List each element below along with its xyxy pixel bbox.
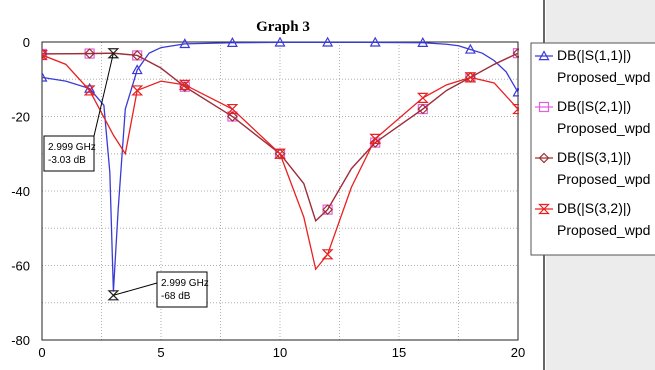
y-tick-label: -40 [11,184,30,199]
data-point-diamond [538,152,550,164]
data-point-triangle [131,64,143,75]
legend-series-source: Proposed_wpd [557,222,650,238]
marker-value: -68 dB [161,291,191,302]
data-point-hourglass [83,85,96,96]
data-point-hourglass [42,49,48,61]
data-point-triangle [322,36,334,47]
data-point-triangle [464,43,476,54]
marker-label-box [156,271,208,308]
marker-leader-line [113,282,158,296]
y-tick-label: -20 [11,110,30,125]
y-tick-label: 0 [23,35,30,50]
data-point-hourglass [178,79,191,90]
legend-entry-1[interactable]: DB(|S(1,1)|) Proposed_wpd [535,47,650,85]
data-point-diamond [227,111,238,122]
data-point-hourglass [464,72,477,83]
data-point-triangle [226,37,238,47]
legend-box [530,42,655,256]
marker-frequency: 2.999 GHz [161,278,209,289]
series-layer [42,36,519,292]
legend-entry-3[interactable]: DB(|S(3,1)|) Proposed_wpd [535,149,650,187]
marker-frequency: 2.999 GHz [48,142,96,153]
data-point-hourglass [131,85,144,96]
data-point-triangle [512,86,519,97]
data-point-diamond [131,50,143,61]
x-tick-label: 5 [157,345,164,360]
legend-entry-4[interactable]: DB(|S(3,2)|) Proposed_wpd [535,200,650,238]
marker-leader-line [93,53,114,137]
data-point-diamond [322,204,333,215]
data-point-diamond [84,48,95,59]
legend[interactable]: DB(|S(1,1)|) Proposed_wpd DB(|S(2,1)|) Prop… [530,42,655,256]
legend-series-name: DB(|S(3,1)|) [557,149,631,165]
data-point-diamond [179,81,191,93]
series-1 [42,36,519,292]
data-point-hourglass [274,148,286,159]
data-point-triangle [179,38,191,49]
data-point-triangle [274,36,286,47]
x-tick-label: 15 [392,345,406,360]
series-line [42,41,519,292]
series-line [42,54,519,271]
series-4 [42,49,519,271]
x-tick-label: 0 [38,345,45,360]
data-point-hourglass [107,48,120,59]
marker-annotations: 2.999 GHz -3.03 dB 2.999 GHz -68 dB [43,48,209,308]
marker-value: -3.03 dB [48,155,86,166]
data-point-hourglass [512,103,519,115]
data-point-hourglass [538,203,550,215]
y-tick-label: -60 [11,259,30,274]
legend-series-name: DB(|S(3,2)|) [557,200,631,216]
x-tick-label: 20 [511,345,525,360]
data-point-triangle [538,50,550,61]
y-tick-label: -80 [11,333,30,348]
marker-label-box [43,135,95,172]
legend-series-name: DB(|S(1,1)|) [557,47,631,63]
legend-series-source: Proposed_wpd [557,120,650,136]
data-point-triangle [417,37,429,47]
data-point-diamond [512,47,519,59]
chart-title: Graph 3 [256,19,310,35]
data-point-hourglass [321,249,334,260]
marker-2[interactable]: 2.999 GHz -68 dB [107,271,209,308]
data-point-square [538,101,550,113]
data-point-triangle [369,36,381,47]
data-point-diamond [417,103,429,115]
data-point-hourglass [369,133,382,144]
marker-1[interactable]: 2.999 GHz -3.03 dB [43,48,120,172]
legend-series-source: Proposed_wpd [557,69,650,85]
x-tick-label: 10 [273,345,287,360]
legend-series-name: DB(|S(2,1)|) [557,98,631,114]
axis-labels: 0 5 10 15 20 0 -20 -40 -60 -80 [11,35,525,360]
data-point-hourglass [107,290,120,301]
legend-entry-2[interactable]: DB(|S(2,1)|) Proposed_wpd [535,98,650,136]
data-point-triangle [42,71,48,82]
data-point-hourglass [226,103,239,115]
legend-series-source: Proposed_wpd [557,171,650,187]
data-point-hourglass [416,92,429,103]
